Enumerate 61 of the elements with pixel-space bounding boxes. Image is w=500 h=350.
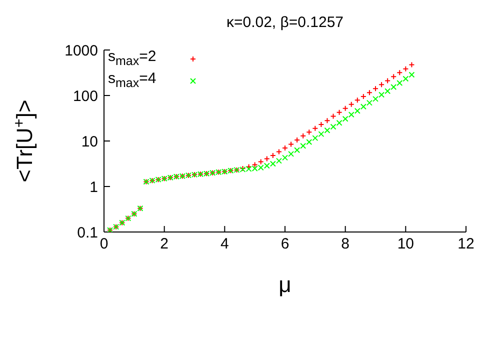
point <box>300 142 306 149</box>
x-axis-title: μ <box>278 272 292 297</box>
point <box>324 127 330 134</box>
point <box>378 82 385 88</box>
point <box>276 148 282 155</box>
point <box>372 96 378 102</box>
point <box>360 104 366 110</box>
point <box>300 132 306 139</box>
point <box>306 139 312 146</box>
point <box>258 158 264 165</box>
point <box>312 125 318 132</box>
point <box>264 156 270 162</box>
y-tick-label: 1 <box>90 178 98 196</box>
point <box>366 100 372 106</box>
point <box>342 116 348 122</box>
point <box>402 66 409 72</box>
point <box>384 88 391 94</box>
y-tick-label: 1000 <box>64 42 98 60</box>
point <box>306 129 312 136</box>
y-tick-label: 10 <box>81 133 98 150</box>
x-tick-label: 2 <box>160 236 169 253</box>
y-tick-label: 100 <box>72 88 98 105</box>
point <box>372 86 378 92</box>
legend-label: s$_{max}$=4 <box>108 70 158 92</box>
point <box>396 80 403 86</box>
point <box>330 124 336 130</box>
point <box>384 78 391 84</box>
point <box>330 113 336 120</box>
point <box>318 131 324 138</box>
x-tick-label: 0 <box>100 236 108 253</box>
point <box>366 90 372 96</box>
point <box>282 154 288 161</box>
point <box>354 108 360 114</box>
point <box>336 120 342 126</box>
point <box>288 141 294 148</box>
point <box>378 92 385 98</box>
point <box>294 147 300 154</box>
point <box>312 135 318 142</box>
point <box>390 74 397 80</box>
legend-label: s$_{max}$=2 <box>108 48 158 70</box>
y-tick-label: 0.1 <box>77 224 98 242</box>
point <box>348 101 354 108</box>
x-tick-label: 6 <box>280 236 290 253</box>
point <box>408 72 415 78</box>
point <box>402 76 409 82</box>
point <box>276 158 282 164</box>
point <box>348 112 354 118</box>
point <box>354 97 360 104</box>
point <box>336 109 342 116</box>
point <box>342 105 348 112</box>
chart-title: κ=0.02, β=0.1257 <box>225 14 345 31</box>
point <box>408 62 415 68</box>
x-tick-label: 10 <box>397 236 414 253</box>
point <box>252 162 258 168</box>
x-tick-label: 4 <box>220 236 229 253</box>
point <box>390 84 397 90</box>
x-tick-label: 8 <box>341 236 350 253</box>
point <box>324 118 330 124</box>
point <box>288 150 294 157</box>
x-tick-label: 12 <box>458 236 474 253</box>
point <box>396 70 403 76</box>
